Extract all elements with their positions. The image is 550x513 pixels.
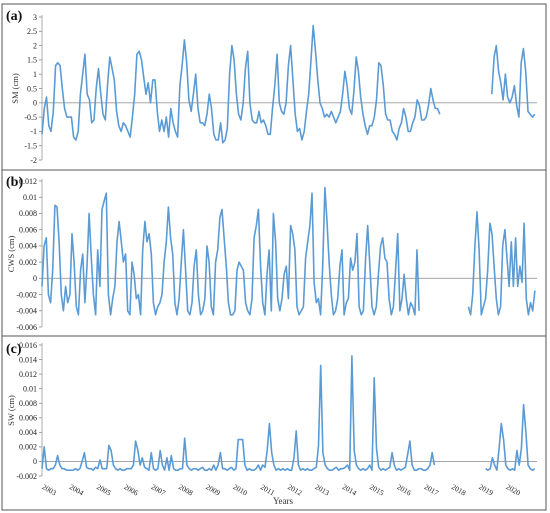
year-tick-label: 2009 <box>204 482 222 497</box>
y-axis-label: SW (cm) <box>6 395 16 426</box>
year-tick-label: 2004 <box>68 482 86 497</box>
y-tick-label: -0.006 <box>16 323 37 332</box>
y-tick-label: 0.012 <box>19 370 37 379</box>
y-tick-label: -1 <box>30 127 37 136</box>
panel-c-sw-chart: (c) SW (cm) -0.002 0 0.002 0.004 0.006 0.008 0.0… <box>6 341 537 481</box>
y-tick-label: 2.5 <box>27 27 37 36</box>
panel-label: (c) <box>6 342 22 357</box>
year-tick-label: 2013 <box>313 482 331 497</box>
x-axis-label: Years <box>273 496 294 506</box>
panel-b-frame <box>1 169 547 337</box>
year-tick-label: 2017 <box>423 482 441 497</box>
y-tick-label: -0.002 <box>16 290 37 299</box>
series-line-segment-2 <box>467 211 536 316</box>
panel-a-sm-chart: (a) SM (cm) -2 -1.5 -1 -0.5 0 0.5 1 1.5 2 2.5 3 <box>6 9 537 165</box>
year-tick-label: 2020 <box>505 482 523 497</box>
y-tick-label: 0.008 <box>19 399 37 408</box>
y-tick-label: -1.5 <box>24 142 37 151</box>
y-tick-label: 0.006 <box>19 225 37 234</box>
year-tick-label: 2006 <box>122 482 140 497</box>
y-tick-label: 0.006 <box>19 414 37 423</box>
y-tick-label: 0 <box>33 99 37 108</box>
y-tick-label: 0.01 <box>23 384 37 393</box>
y-tick-label: 0.008 <box>19 209 37 218</box>
y-tick-label: 0 <box>33 274 37 283</box>
panel-label: (b) <box>6 175 23 190</box>
series-line-segment-1 <box>41 355 436 472</box>
y-tick-label: 0.004 <box>19 242 37 251</box>
y-tick-label: 0.016 <box>19 341 37 350</box>
y-tick-label: -2 <box>30 156 37 165</box>
year-tick-label: 2007 <box>150 482 168 497</box>
year-tick-label: 2008 <box>177 482 195 497</box>
y-tick-label: 0.002 <box>19 258 37 267</box>
y-axis-label: CWS (cm) <box>6 236 16 273</box>
year-tick-label: 2018 <box>450 482 468 497</box>
y-tick-label: 1 <box>33 70 37 79</box>
year-tick-label: 2019 <box>477 482 495 497</box>
y-tick-label: 0.5 <box>27 84 37 93</box>
y-tick-label: 0.014 <box>19 355 37 364</box>
year-tick-label: 2005 <box>95 482 113 497</box>
series-line-segment-2 <box>491 44 536 118</box>
y-tick-label: 1.5 <box>27 56 37 65</box>
y-tick-label: 0.01 <box>23 193 37 202</box>
y-tick-label: -0.004 <box>16 307 37 316</box>
y-tick-label: 0.004 <box>19 428 37 437</box>
year-tick-label: 2010 <box>232 482 250 497</box>
y-tick-label: 0.012 <box>19 177 37 186</box>
series-line-segment-1 <box>41 186 420 316</box>
panel-b-cws-chart: (b) CWS (cm) -0.006 -0.004 -0.002 0 0.002 0.004… <box>6 175 537 332</box>
panel-label: (a) <box>6 9 23 24</box>
panel-c-frame <box>1 335 547 511</box>
series-line-segment-1 <box>41 24 441 144</box>
year-tick-label: 2016 <box>395 482 413 497</box>
y-tick-label: 2 <box>33 41 37 50</box>
y-tick-label: 0.002 <box>19 443 37 452</box>
year-tick-label: 2014 <box>341 482 359 497</box>
y-axis-label: SM (cm) <box>10 73 20 104</box>
y-tick-label: 0 <box>33 457 37 466</box>
y-tick-label: 3 <box>33 13 37 22</box>
year-tick-label: 2015 <box>368 482 386 497</box>
y-tick-label: -0.002 <box>16 472 37 481</box>
y-tick-label: -0.5 <box>24 113 37 122</box>
series-line-segment-2 <box>485 403 536 472</box>
year-tick-label: 2003 <box>41 482 59 497</box>
